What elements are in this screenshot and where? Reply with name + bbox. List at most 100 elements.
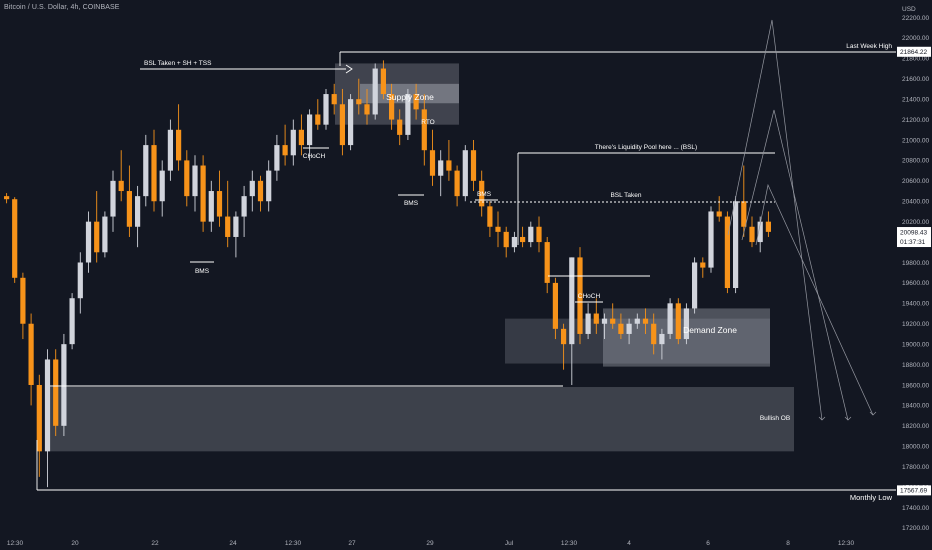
projection-arrow-2 — [844, 416, 852, 421]
candle-body — [69, 298, 75, 345]
candle-body — [249, 180, 255, 197]
candle-body — [544, 242, 550, 283]
candle-body — [4, 196, 10, 200]
time-tick-label: 22 — [151, 540, 159, 547]
candle-body — [520, 236, 526, 243]
price-tick-label: 20200.00 — [902, 219, 929, 226]
price-axis-bg — [896, 0, 932, 550]
choch-2-label: CHoCH — [578, 293, 601, 300]
last-week-high-label: Last Week High — [846, 43, 892, 50]
candle-body — [528, 226, 534, 243]
price-tick-label: 17800.00 — [902, 464, 929, 471]
candle-body — [446, 160, 452, 171]
time-tick-label: 12:30 — [285, 540, 302, 547]
candle-body — [356, 99, 362, 105]
candle-body — [257, 180, 264, 202]
candle-body — [397, 119, 403, 135]
price-label-box — [897, 46, 931, 57]
candle-body — [85, 221, 92, 263]
candle-body — [667, 303, 673, 334]
price-label-value: 17567.69 — [900, 488, 927, 495]
candle-body — [495, 226, 501, 232]
candle-body — [225, 216, 231, 237]
candle-body — [421, 109, 427, 151]
monthly-low-label: Monthly Low — [850, 493, 893, 502]
candle-body — [274, 145, 280, 171]
price-axis-currency: USD — [902, 6, 916, 13]
candle-body — [470, 150, 477, 181]
candle-body — [282, 145, 288, 156]
price-tick-label: 18400.00 — [902, 403, 929, 410]
candle-body — [536, 226, 542, 243]
candle-body — [208, 191, 214, 222]
projection-path-3 — [755, 183, 874, 416]
candle-body — [184, 160, 190, 197]
bms-2-label: BMS — [404, 200, 419, 207]
price-tick-label: 17200.00 — [902, 525, 929, 532]
candle-body — [159, 170, 165, 202]
time-tick-label: Jul — [505, 540, 514, 547]
bsl-taken-sh-tss-label: BSL Taken + SH + TSS — [144, 60, 212, 67]
candle-body — [438, 160, 444, 176]
bullish-ob-label: Bullish OB — [760, 415, 790, 422]
price-tick-label: 18800.00 — [902, 362, 929, 369]
candle-body — [290, 129, 296, 156]
candle-body — [298, 129, 304, 146]
candle-body — [36, 384, 42, 452]
candle-body — [552, 282, 558, 329]
candle-body — [626, 323, 632, 334]
supply-zone-label: Supply Zone — [386, 92, 434, 102]
candle-body — [348, 99, 354, 146]
price-tick-label: 21000.00 — [902, 137, 929, 144]
time-axis-bg — [0, 534, 932, 550]
candle-body — [53, 359, 59, 426]
supply-rto-zone — [335, 63, 459, 125]
candle-body — [700, 262, 706, 268]
price-tick-label: 20400.00 — [902, 199, 929, 206]
price-label-value: 21864.22 — [900, 49, 927, 56]
price-label-box — [897, 227, 931, 248]
time-tick-label: 4 — [627, 540, 631, 547]
bullish-ob-zone — [48, 387, 794, 452]
candle-body — [167, 129, 173, 171]
time-tick-label: 20 — [71, 540, 79, 547]
price-label-box — [897, 485, 931, 496]
candle-body — [126, 191, 132, 227]
candle-body — [634, 318, 640, 324]
time-tick-label: 12:30 — [838, 540, 855, 547]
time-tick-label: 12:30 — [7, 540, 24, 547]
time-tick-label: 27 — [348, 540, 356, 547]
candle-body — [593, 313, 599, 324]
candle-body — [487, 206, 493, 227]
candle-body — [765, 221, 771, 232]
time-tick-label: 24 — [229, 540, 237, 547]
candle-body — [724, 216, 730, 289]
candle-body — [716, 211, 722, 217]
time-tick-label: 29 — [426, 540, 434, 547]
candle-body — [503, 231, 509, 248]
candle-body — [618, 323, 624, 334]
candle-body — [143, 145, 149, 197]
candle-body — [642, 318, 649, 324]
candle-body — [683, 308, 689, 340]
candle-body — [315, 114, 321, 125]
price-tick-label: 19400.00 — [902, 301, 929, 308]
candle-body — [511, 236, 517, 248]
candle-body — [479, 180, 485, 207]
candle-body — [331, 94, 337, 105]
candle-body — [413, 94, 419, 110]
time-tick-label: 6 — [706, 540, 710, 547]
candle-body — [454, 170, 460, 197]
candle-body — [692, 262, 698, 309]
price-tick-label: 22200.00 — [902, 15, 929, 22]
candle-body — [757, 221, 763, 243]
candle-body — [561, 328, 567, 345]
candle-body — [151, 145, 157, 202]
candle-body — [20, 277, 26, 324]
candle-body — [323, 94, 329, 125]
rto-label: RTO — [421, 119, 435, 126]
candle-body — [675, 303, 681, 340]
price-tick-label: 22000.00 — [902, 35, 929, 42]
